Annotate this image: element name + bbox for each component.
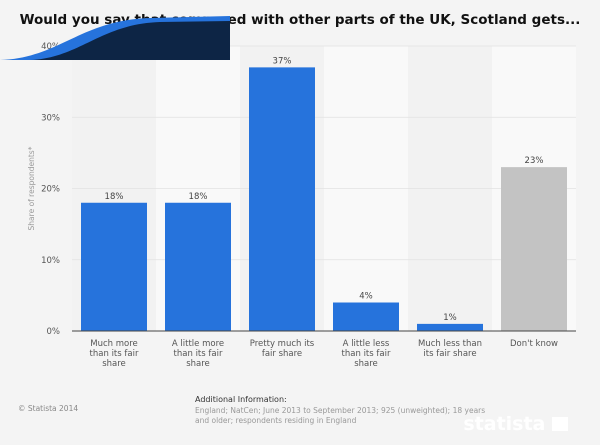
y-tick-label: 40% <box>41 42 60 52</box>
x-tick-label: Much less than <box>418 339 482 349</box>
additional-info-title: Additional Information: <box>195 395 287 404</box>
bar <box>417 323 483 331</box>
copyright: © Statista 2014 <box>18 404 79 413</box>
data-label: 1% <box>443 313 457 323</box>
x-tick-label: fair share <box>262 349 302 359</box>
x-tick-label: Don't know <box>510 339 558 349</box>
y-tick-label: 10% <box>41 256 60 266</box>
additional-info-text: England; NatCen; June 2013 to September … <box>195 406 486 425</box>
x-tick-label: share <box>186 359 210 369</box>
bar <box>249 67 315 331</box>
x-tick-label: share <box>102 359 126 369</box>
x-tick-label: than its fair <box>342 349 391 359</box>
data-label: 18% <box>189 192 208 202</box>
bar <box>333 302 399 331</box>
x-tick-label: Pretty much its <box>250 339 315 349</box>
y-axis-label: Share of respondents* <box>27 146 36 230</box>
bar <box>501 167 567 331</box>
data-label: 23% <box>525 156 544 166</box>
bar <box>165 202 231 331</box>
y-tick-label: 30% <box>41 113 60 123</box>
x-tick-label: share <box>354 359 378 369</box>
data-label: 18% <box>105 192 124 202</box>
bar <box>81 202 147 331</box>
logo-text: statista <box>463 413 568 435</box>
x-tick-label: than its fair <box>90 349 139 359</box>
statista-logo <box>0 16 230 60</box>
x-tick-label: its fair share <box>423 349 476 359</box>
data-label: 37% <box>273 56 292 66</box>
y-tick-label: 0% <box>47 327 61 337</box>
logo-mark-icon <box>552 417 568 431</box>
x-tick-label: A little more <box>172 339 224 349</box>
data-label: 4% <box>359 292 373 302</box>
y-tick-label: 20% <box>41 185 60 195</box>
x-tick-label: Much more <box>90 339 138 349</box>
x-tick-label: A little less <box>343 339 390 349</box>
x-tick-label: than its fair <box>174 349 223 359</box>
